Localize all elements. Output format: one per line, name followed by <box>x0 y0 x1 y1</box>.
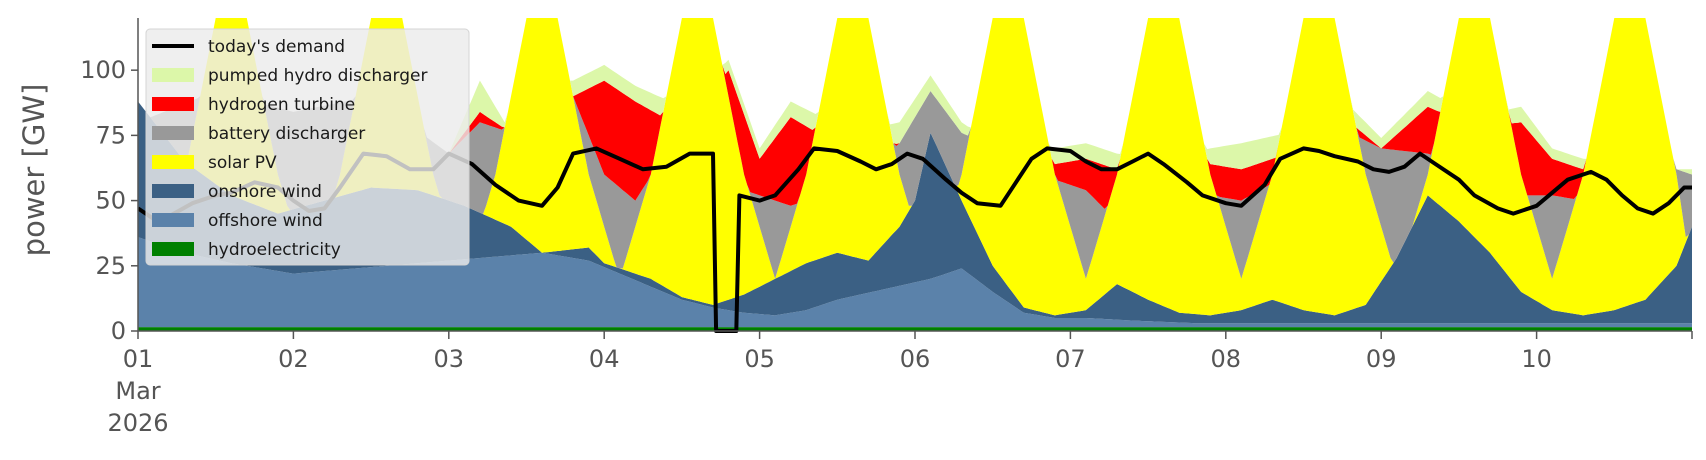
stacked-areas <box>138 18 1692 331</box>
x-tick-label: 02 <box>278 345 309 373</box>
x-tick-label: 01 <box>123 345 154 373</box>
y-tick-label: 50 <box>95 187 126 215</box>
legend-swatch <box>152 155 194 169</box>
x-tick-label: 07 <box>1055 345 1086 373</box>
y-tick-label: 75 <box>95 121 126 149</box>
x-tick-label: 2026 <box>107 409 168 437</box>
legend-swatch <box>152 126 194 140</box>
area-battery-discharger <box>138 18 1692 279</box>
legend-box <box>145 28 470 266</box>
area-hydroelectricity <box>138 327 1692 331</box>
y-tick-label: 25 <box>95 252 126 280</box>
y-tick-label: 0 <box>111 317 126 345</box>
legend-swatch <box>152 184 194 198</box>
legend-entry: hydroelectricity <box>208 240 341 260</box>
legend-entry: offshore wind <box>208 211 323 231</box>
legend-entry: onshore wind <box>208 182 322 202</box>
legend-swatch <box>152 242 194 256</box>
legend-entry: today's demand <box>208 37 345 57</box>
legend-entry: hydrogen turbine <box>208 95 355 115</box>
y-tick-label: 100 <box>80 56 126 84</box>
legend-entry: battery discharger <box>208 124 365 144</box>
x-tick-label: 09 <box>1366 345 1397 373</box>
legend-entry: pumped hydro discharger <box>208 66 427 86</box>
x-tick-label: Mar <box>115 377 160 405</box>
x-tick-label: 04 <box>589 345 620 373</box>
legend: today's demand pumped hydro discharger hyd… <box>145 28 470 266</box>
x-tick-label: 05 <box>744 345 775 373</box>
legend-entry: solar PV <box>208 153 277 173</box>
x-tick-label: 03 <box>434 345 465 373</box>
area-onshore-wind <box>138 101 1692 324</box>
legend-swatch <box>152 68 194 82</box>
area-hydrogen-turbine <box>138 18 1692 209</box>
x-tick-label: 10 <box>1521 345 1552 373</box>
x-tick-label: 08 <box>1211 345 1242 373</box>
legend-swatch <box>152 97 194 111</box>
legend-swatch <box>152 213 194 227</box>
area-offshore-wind <box>138 237 1692 328</box>
y-axis-title: power [GW] <box>17 84 51 257</box>
x-tick-label: 06 <box>900 345 931 373</box>
area-solar-pv <box>138 18 1692 316</box>
axes: 0 25 50 75 100 01 Mar 2026 02 03 04 05 06 07 08 09 10 <box>80 18 1693 437</box>
